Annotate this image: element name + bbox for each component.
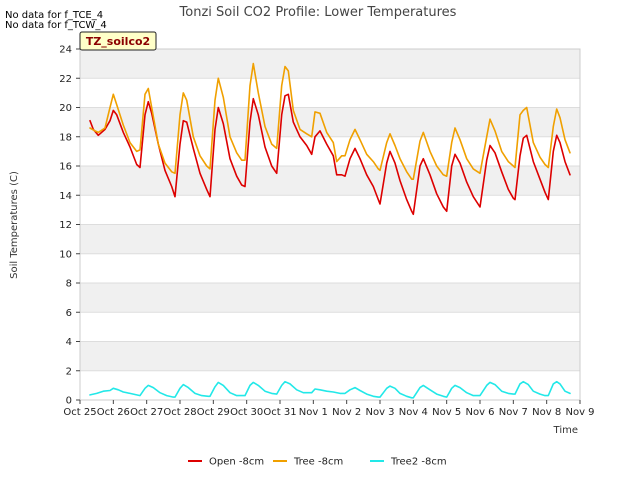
plot-band — [80, 49, 580, 79]
plot-band — [80, 253, 580, 283]
legend-label: Tree -8cm — [293, 457, 343, 468]
x-tick-label: Nov 6 — [465, 407, 494, 418]
x-tick-label: Oct 25 — [63, 407, 96, 418]
x-tick-label: Nov 9 — [565, 407, 594, 418]
y-tick-label: 0 — [66, 396, 72, 407]
gridlines — [80, 48, 580, 401]
x-tick-label: Oct 26 — [97, 407, 130, 418]
plot-band — [80, 341, 580, 371]
dataset-badge: TZ_soilco2 — [79, 31, 157, 51]
y-tick-label: 10 — [59, 249, 72, 260]
plot-band — [80, 283, 580, 313]
series-lines — [89, 62, 571, 399]
x-axis-ticks: Oct 25 Oct 26 Oct 27 Oct 28 Oct 29 Oct 30 Oct … — [63, 400, 595, 418]
y-tick-label: 4 — [66, 337, 72, 348]
x-tick-label: Oct 27 — [130, 407, 163, 418]
plot-bands — [80, 49, 580, 400]
x-tick-label: Oct 31 — [263, 407, 296, 418]
y-tick-label: 24 — [59, 45, 72, 56]
y-tick-label: 12 — [59, 220, 72, 231]
x-tick-label: Nov 7 — [499, 407, 528, 418]
x-tick-label: Nov 3 — [365, 407, 394, 418]
y-tick-label: 18 — [59, 132, 72, 143]
x-tick-label: Oct 28 — [163, 407, 196, 418]
plot-band — [80, 195, 580, 225]
annotation-no-data-tcw: No data for f_TCW_4 — [5, 20, 107, 31]
legend-label: Open -8cm — [209, 457, 264, 468]
y-tick-label: 22 — [59, 74, 72, 85]
series-line-0 — [89, 93, 571, 216]
legend-label: Tree2 -8cm — [390, 457, 447, 468]
legend: Open -8cm Tree -8cm Tree2 -8cm — [188, 457, 447, 468]
y-axis-title: Soil Temperatures (C) — [9, 171, 20, 279]
x-tick-label: Oct 29 — [197, 407, 230, 418]
plot-band — [80, 107, 580, 137]
x-tick-label: Nov 4 — [399, 407, 428, 418]
y-tick-label: 14 — [59, 191, 72, 202]
series-line-1 — [89, 62, 571, 180]
y-tick-label: 2 — [66, 366, 72, 377]
x-axis-title: Time — [553, 425, 578, 436]
badge-label: TZ_soilco2 — [86, 35, 150, 48]
plot-band — [80, 166, 580, 196]
plot-band — [80, 224, 580, 254]
x-tick-label: Nov 1 — [299, 407, 328, 418]
y-tick-label: 8 — [66, 279, 72, 290]
chart-title: Tonzi Soil CO2 Profile: Lower Temperatur… — [179, 5, 457, 20]
annotation-no-data-tce: No data for f_TCE_4 — [5, 10, 103, 21]
x-tick-label: Oct 30 — [230, 407, 263, 418]
plot-band — [80, 370, 580, 400]
series-line-2 — [89, 380, 571, 399]
y-tick-label: 6 — [66, 308, 72, 319]
x-tick-label: Nov 8 — [532, 407, 561, 418]
x-tick-label: Nov 2 — [332, 407, 361, 418]
plot-band — [80, 78, 580, 108]
y-tick-label: 20 — [59, 103, 72, 114]
badge-box — [79, 31, 157, 51]
y-tick-label: 16 — [59, 162, 72, 173]
plot-band — [80, 312, 580, 342]
x-tick-label: Nov 5 — [432, 407, 461, 418]
